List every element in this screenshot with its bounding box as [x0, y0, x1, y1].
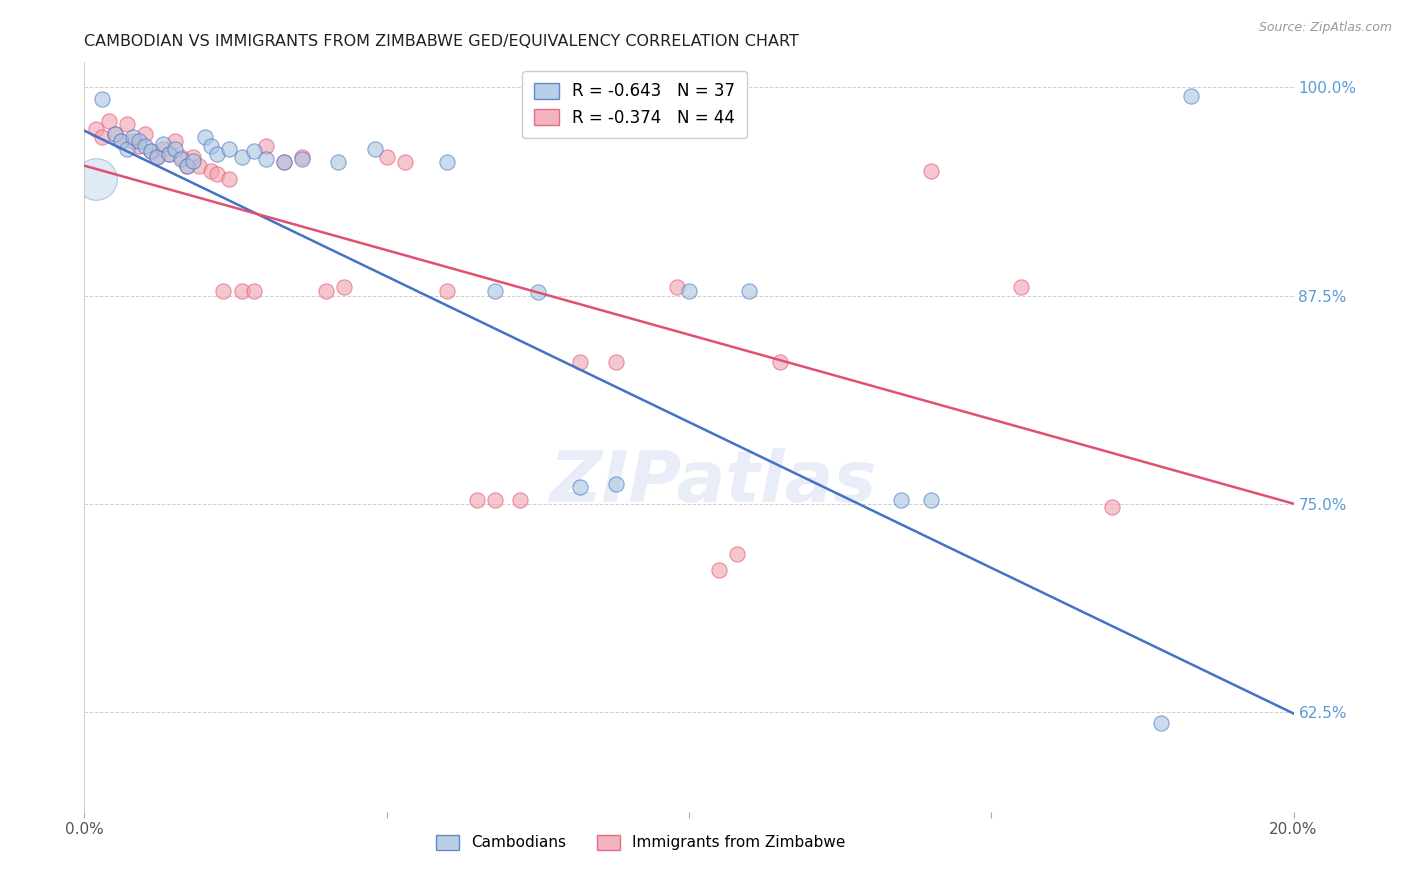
Point	[254, 138, 277, 153]
Point	[769, 355, 792, 369]
Point	[115, 142, 138, 156]
Point	[738, 284, 761, 298]
Point	[394, 155, 416, 169]
Point	[509, 493, 531, 508]
Point	[333, 280, 356, 294]
Point	[375, 150, 398, 164]
Point	[110, 134, 132, 148]
Point	[273, 155, 295, 169]
Point	[152, 142, 174, 156]
Point	[128, 134, 150, 148]
Point	[200, 163, 222, 178]
Point	[328, 155, 350, 169]
Point	[665, 280, 688, 294]
Point	[200, 138, 222, 153]
Point	[315, 284, 337, 298]
Point	[605, 476, 627, 491]
Point	[484, 493, 506, 508]
Point	[484, 284, 506, 298]
Point	[104, 127, 127, 141]
Point	[128, 138, 150, 153]
Point	[104, 127, 127, 141]
Point	[157, 147, 180, 161]
Point	[363, 142, 385, 156]
Point	[436, 284, 458, 298]
Point	[242, 284, 264, 298]
Point	[170, 152, 193, 166]
Point	[436, 155, 458, 169]
Point	[134, 138, 156, 153]
Point	[170, 150, 193, 164]
Point	[569, 480, 592, 494]
Point	[121, 130, 143, 145]
Point	[194, 130, 217, 145]
Point	[231, 284, 253, 298]
Point	[176, 159, 198, 173]
Point	[181, 153, 204, 168]
Point	[181, 150, 204, 164]
Point	[91, 130, 114, 145]
Point	[920, 163, 942, 178]
Point	[218, 142, 240, 156]
Point	[91, 92, 114, 106]
Point	[231, 150, 253, 164]
Point	[273, 155, 295, 169]
Point	[134, 127, 156, 141]
Point	[254, 152, 277, 166]
Text: ZIPatlas: ZIPatlas	[550, 448, 877, 516]
Point	[678, 284, 700, 298]
Point	[242, 144, 264, 158]
Legend: Cambodians, Immigrants from Zimbabwe: Cambodians, Immigrants from Zimbabwe	[430, 829, 851, 856]
Point	[165, 134, 187, 148]
Point	[146, 150, 169, 164]
Point	[86, 122, 108, 136]
Point	[97, 113, 120, 128]
Point	[920, 493, 942, 508]
Point	[165, 142, 187, 156]
Point	[527, 285, 550, 300]
Point	[152, 136, 174, 151]
Point	[207, 167, 229, 181]
Point	[890, 493, 912, 508]
Point	[139, 144, 162, 158]
Point	[291, 150, 314, 164]
Point	[157, 147, 180, 161]
Point	[212, 284, 235, 298]
Point	[1011, 280, 1033, 294]
Point	[115, 117, 138, 131]
Point	[467, 493, 489, 508]
Text: Source: ZipAtlas.com: Source: ZipAtlas.com	[1258, 21, 1392, 34]
Point	[709, 563, 731, 577]
Point	[146, 150, 169, 164]
Point	[1101, 500, 1123, 514]
Point	[110, 134, 132, 148]
Point	[291, 152, 314, 166]
Point	[725, 547, 748, 561]
Point	[207, 147, 229, 161]
Point	[176, 159, 198, 173]
Point	[569, 355, 592, 369]
Point	[605, 355, 627, 369]
Point	[121, 134, 143, 148]
Point	[218, 172, 240, 186]
Point	[188, 159, 211, 173]
Point	[1180, 88, 1202, 103]
Text: CAMBODIAN VS IMMIGRANTS FROM ZIMBABWE GED/EQUIVALENCY CORRELATION CHART: CAMBODIAN VS IMMIGRANTS FROM ZIMBABWE GE…	[84, 34, 799, 49]
Point	[139, 144, 162, 158]
Point	[86, 172, 108, 186]
Point	[1149, 716, 1171, 731]
